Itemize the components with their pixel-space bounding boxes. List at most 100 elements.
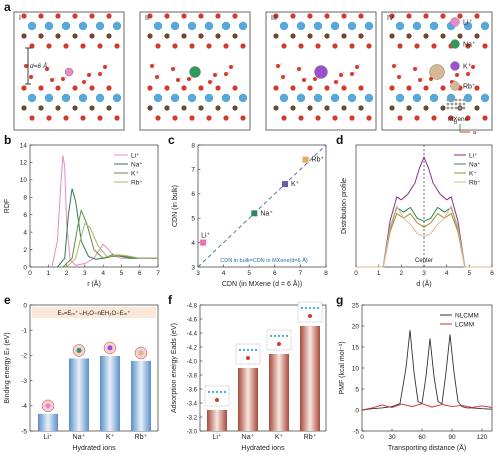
y-tick-label: -5 (21, 428, 27, 435)
y-tick-label: -4.2 (187, 345, 198, 351)
legend-label: Na⁺ (469, 162, 481, 169)
mxene-atom (181, 85, 187, 91)
mxene-atom (232, 13, 238, 19)
y-tick-label: -4.8 (187, 303, 198, 309)
mxene-atom (341, 13, 347, 19)
water-oxygen (418, 78, 422, 82)
water-hydrogen (211, 79, 214, 82)
legend-label: K⁺ (131, 171, 139, 178)
water-hydrogen (358, 64, 361, 67)
mxene-atom (296, 93, 306, 103)
mxene-atom (414, 115, 420, 121)
plot-frame (29, 144, 159, 268)
water-oxygen (350, 72, 354, 76)
water-hydrogen (216, 72, 219, 75)
water-oxygen (187, 77, 191, 81)
pmf-series-line (361, 330, 493, 411)
x-axis-label: CDN (in MXene (d = 6 Å)) (222, 279, 302, 288)
water-hydrogen (106, 64, 109, 67)
y-tick-label: -1 (21, 328, 27, 335)
mxene-atom (181, 33, 187, 39)
water-oxygen (229, 65, 233, 69)
binding-energy-chart: -5 -4 -3 -2 -1 0 Eₙ=Eₘ⁺·ₙH₂O−nEH₂O−Eₘ⁺ Li⁺ Na⁺ K⁺… (4, 302, 159, 452)
mxene-atom (429, 21, 439, 31)
y-tick-label: 10 (20, 177, 28, 184)
x-tick-label: 5 (120, 270, 124, 277)
y-tick-label: 6 (191, 191, 195, 198)
mxene-atom (215, 105, 221, 111)
axis-a-label: a (473, 130, 477, 135)
panel-b-label: b (4, 133, 12, 147)
mxene-atom (480, 21, 490, 31)
x-tick-label: 5 (468, 270, 472, 277)
mxene-icon-atom (450, 98, 454, 102)
mxene-atom (389, 105, 395, 111)
spacing-label: d=6 Å (30, 61, 47, 70)
legend-label: NLCMM (455, 313, 479, 320)
category-label: K⁺ (275, 433, 284, 441)
water-hydrogen (305, 77, 308, 80)
y-tick-label: -3.6 (187, 387, 198, 393)
mxene-atom (189, 43, 195, 49)
mxene-atom (63, 43, 69, 49)
y-tick-label: 5 (191, 216, 195, 223)
mxene-atom (61, 93, 71, 103)
mxene-atom (72, 85, 78, 91)
mxene-atom (273, 85, 279, 91)
legend-label: Rb⁺ (469, 180, 481, 187)
x-tick-label: 4 (101, 270, 105, 277)
water-oxygen (24, 64, 28, 68)
x-axis-label: Hydrated ions (72, 445, 116, 452)
mxene-icon-atom (446, 106, 450, 110)
water-hydrogen (32, 74, 35, 77)
category-label: Rb⁺ (304, 433, 317, 441)
y-tick-label: 20 (352, 323, 360, 330)
mxene-icon-atom (454, 98, 458, 102)
legend-mxene-label: MXene (448, 116, 469, 123)
mxene-atom (44, 93, 54, 103)
mxene-atom (412, 93, 422, 103)
mxene-atom (55, 105, 61, 111)
legend-ion-label: Na⁺ (463, 41, 476, 49)
water-oxygen (429, 77, 433, 81)
mxene-atom (204, 21, 214, 31)
mxene-atom (349, 43, 355, 49)
category-label: Na⁺ (73, 433, 86, 441)
y-tick-label: 12 (20, 160, 28, 167)
mxene-atom (215, 13, 221, 19)
mxene-icon-atom (458, 98, 462, 102)
mxene-atom (106, 85, 112, 91)
mxene-atom (238, 93, 248, 103)
x-tick-label: 8 (324, 270, 328, 277)
structure-inset (204, 385, 230, 407)
water-oxygen (208, 80, 212, 84)
mxene-atom (72, 33, 78, 39)
legend-label: Li⁺ (469, 153, 478, 160)
mxene-atom (89, 13, 95, 19)
mxene-atom (21, 13, 27, 19)
mxene-atom (307, 85, 313, 91)
distribution-profile-chart: 0 1 2 3 4 5 6 Center d (Å) Distribution profile Li… (341, 144, 494, 288)
water-oxygen (29, 75, 33, 79)
legend-ion-marker (450, 17, 460, 27)
panel-d-label: d (336, 133, 344, 147)
mxene-atom (366, 115, 372, 121)
water-oxygen (281, 75, 285, 79)
mxene-atom (72, 105, 78, 111)
water-hydrogen (416, 66, 419, 69)
mxene-atom (423, 33, 429, 39)
mxene-atom (279, 93, 289, 103)
mxene-atom (480, 93, 490, 103)
inset-atom (273, 334, 277, 338)
inset-atom (223, 390, 227, 394)
mxene-atom (307, 33, 313, 39)
panel-e-label: e (4, 293, 11, 307)
inset-atom (207, 390, 211, 394)
mxene-atom (55, 85, 61, 91)
inset-atom (277, 334, 281, 338)
pmf-chart: 0 30 60 90 120-50510152025NLCMMLCMMTransport… (339, 302, 493, 452)
mxene-atom (46, 115, 52, 121)
cluster-ion (76, 347, 82, 353)
mxene-atom (465, 115, 471, 121)
mxene-atom (147, 105, 153, 111)
